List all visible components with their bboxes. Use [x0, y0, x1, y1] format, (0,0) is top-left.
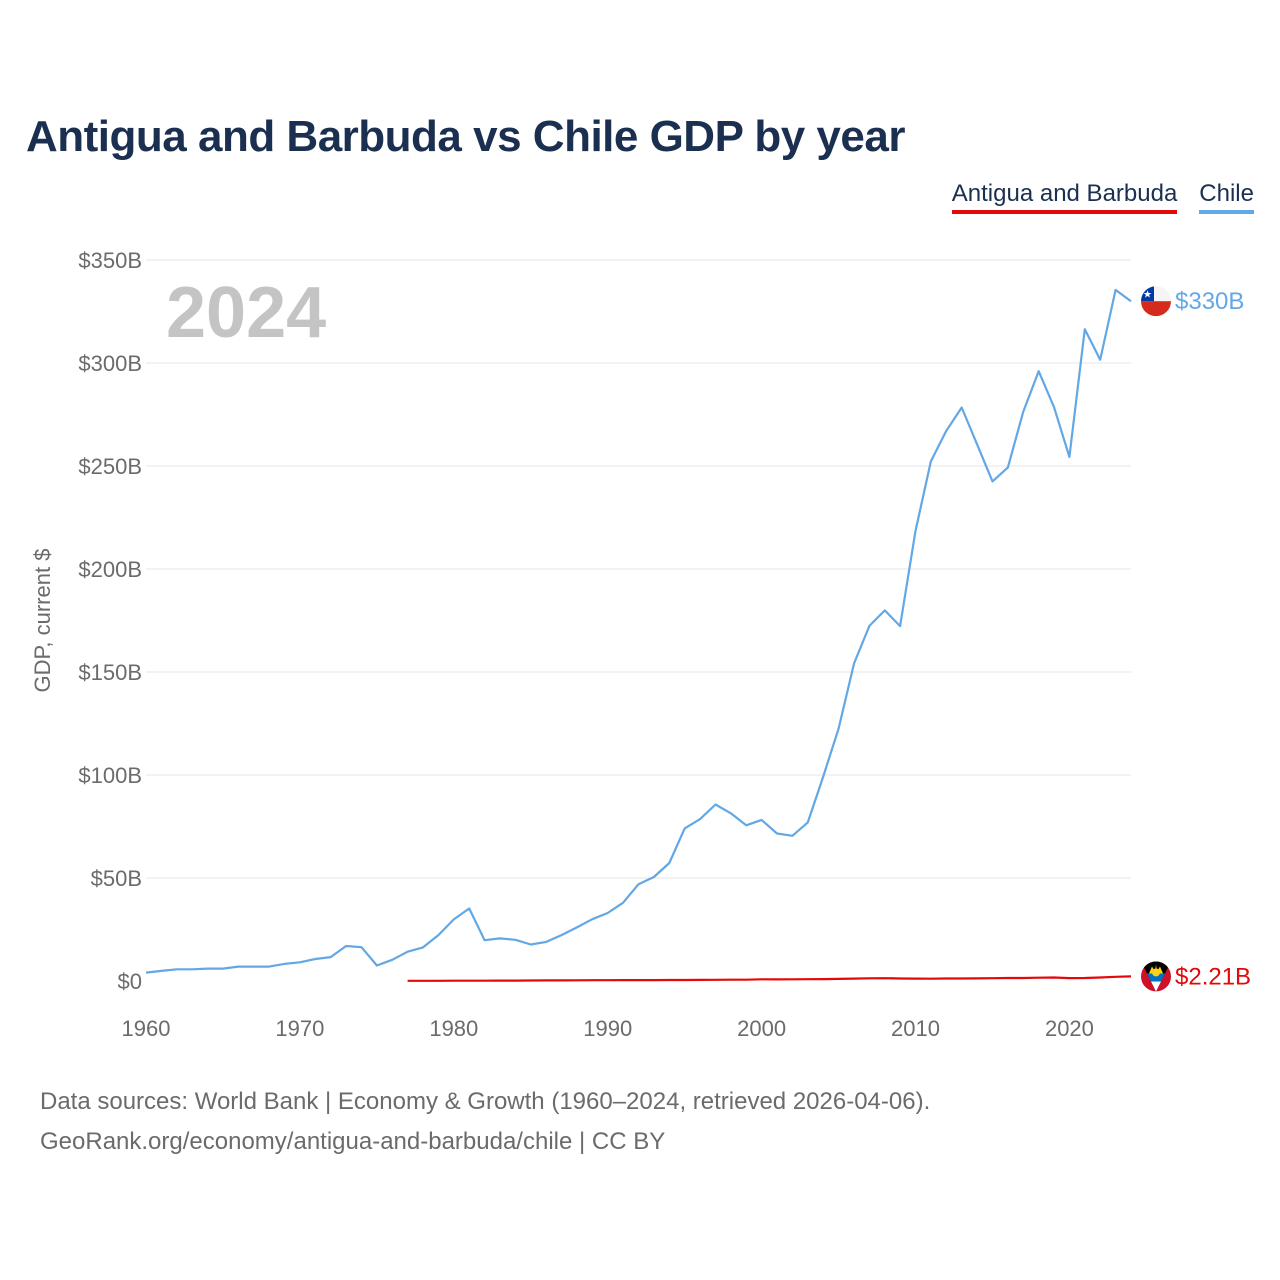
x-tick-label: 1980: [429, 1016, 478, 1041]
legend-item-chile[interactable]: Chile: [1199, 180, 1254, 214]
x-tick-label: 2000: [737, 1016, 786, 1041]
x-tick-label: 1960: [122, 1016, 171, 1041]
end-value-label-chile: $330B: [1175, 288, 1244, 315]
y-tick-label: $200B: [78, 557, 142, 582]
x-tick-label: 2020: [1045, 1016, 1094, 1041]
year-label: 2024: [166, 273, 327, 353]
y-tick-label: $250B: [78, 454, 142, 479]
y-tick-label: $350B: [78, 248, 142, 273]
series-line-chile: [145, 288, 1132, 974]
y-tick-label: $50B: [91, 866, 142, 891]
series-line-antigua-and-barbuda: [407, 975, 1132, 982]
chile-flag-icon: [1141, 286, 1171, 317]
x-tick-label: 1970: [275, 1016, 324, 1041]
y-tick-label: $0: [118, 969, 142, 994]
chart-legend: Antigua and Barbuda Chile: [951, 180, 1254, 214]
data-sources-text: Data sources: World Bank | Economy & Gro…: [40, 1088, 931, 1115]
y-axis-title: GDP, current $: [30, 549, 55, 693]
chart-footer: Data sources: World Bank | Economy & Gro…: [40, 1082, 930, 1162]
source-link[interactable]: GeoRank.org/economy/antigua-and-barbuda/…: [40, 1128, 666, 1155]
legend-item-antigua-and-barbuda[interactable]: Antigua and Barbuda: [951, 180, 1178, 214]
y-tick-label: $300B: [78, 351, 142, 376]
end-value-label-antigua-and-barbuda: $2.21B: [1175, 963, 1251, 990]
antigua-flag-icon: [1141, 961, 1171, 992]
x-tick-label: 1990: [583, 1016, 632, 1041]
y-tick-label: $100B: [78, 763, 142, 788]
chart-title: Antigua and Barbuda vs Chile GDP by year: [26, 112, 905, 161]
x-tick-label: 2010: [891, 1016, 940, 1041]
y-tick-label: $150B: [78, 660, 142, 685]
